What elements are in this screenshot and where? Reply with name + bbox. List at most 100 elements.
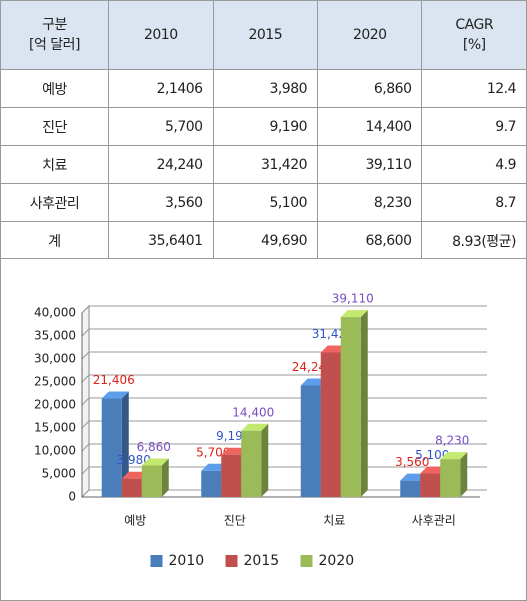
bar [440,459,461,497]
cell: 6,860 [317,69,423,108]
y-tick-label: 10,000 [34,444,76,458]
cell: 8,230 [317,183,423,222]
header-text: 구분 [42,17,67,33]
cell: 3,560 [108,183,214,222]
bar-side [261,423,269,497]
table-row: 진단 5,700 9,190 14,400 9.7 [0,107,527,146]
bar [300,385,321,497]
legend-swatch [150,555,163,567]
bar [320,352,341,497]
table-row: 계 35,6401 49,690 68,600 8.93(평균) [0,221,527,260]
bar [121,478,142,497]
legend-swatch [300,555,313,567]
grid-line-depth [81,489,90,498]
cell: 24,240 [108,145,214,184]
header-cell: CAGR [%] [421,0,527,70]
grid-line-depth [81,351,90,360]
y-tick-label: 30,000 [34,352,76,366]
table-row: 사후관리 3,560 5,100 8,230 8.7 [0,183,527,222]
row-label: 치료 [0,145,109,184]
row-label: 진단 [0,107,109,146]
cell: 4.9 [421,145,527,184]
bar-side [161,458,169,497]
cell: 68,600 [317,221,423,260]
header-cell: 2010 [108,0,214,70]
value-label: 6,860 [137,440,171,454]
grid-line-depth [81,305,90,314]
header-text: [억 달러] [28,37,81,53]
value-label: 14,400 [232,405,274,419]
bar-top [101,391,129,399]
header-cell: 2015 [212,0,319,70]
grid-line-depth [81,443,90,452]
y-tick-label: 20,000 [34,398,76,412]
grid-line-depth [81,466,90,475]
bar [241,430,262,497]
chart: 0 5,000 10,000 15,000 20,000 25,000 30,000 35,0… [0,258,527,601]
bar-side [460,452,468,497]
cell: 8.7 [421,183,527,222]
header-cell: 2020 [317,0,423,70]
row-label: 계 [0,221,109,260]
bar [141,465,162,497]
value-label: 3,560 [395,455,429,469]
table-row: 예방 2,1406 3,980 6,860 12.4 [0,69,527,108]
bar-top [241,423,269,431]
header-row: 구분 [억 달러] 2010 2015 2020 CAGR [%] [0,0,527,70]
row-label: 사후관리 [0,183,109,222]
cell: 31,420 [212,145,319,184]
value-label: 39,110 [332,292,374,306]
header-cell: 구분 [억 달러] [0,0,109,70]
y-tick-label: 40,000 [34,306,76,320]
legend-label: 2010 [169,553,205,569]
cell: 35,6401 [108,221,214,260]
bar [340,317,361,497]
bar-top [340,310,368,318]
cell: 5,700 [108,107,214,146]
row-label: 예방 [0,69,109,108]
value-label: 3,980 [117,453,151,467]
x-tick-label: 치료 [323,514,345,528]
cell: 14,400 [317,107,423,146]
value-label: 21,406 [93,373,135,387]
cell: 49,690 [212,221,319,260]
bar [101,398,122,497]
value-label: 8,230 [435,434,469,448]
x-tick-label: 진단 [224,514,246,528]
grid-line-depth [81,328,90,337]
y-tick-label: 35,000 [34,329,76,343]
bar [400,480,421,497]
cell: 39,110 [317,145,423,184]
x-tick-label: 예방 [124,514,146,528]
x-tick-label: 사후관리 [412,514,456,528]
bar-side [360,310,368,497]
grid-line-depth [81,374,90,383]
legend-label: 2020 [319,553,355,569]
y-tick-label: 5,000 [42,467,76,481]
y-tick-label: 25,000 [34,375,76,389]
cell: 5,100 [212,183,319,222]
bar-top [141,458,169,466]
y-tick-label: 0 [68,490,76,504]
bar [201,470,222,497]
value-label: 5,100 [415,448,449,462]
bar-side [121,391,129,497]
data-table: 구분 [억 달러] 2010 2015 2020 CAGR [%] 예방 2,1406 3,980… [0,0,527,260]
cell: 9.7 [421,107,527,146]
grid-line-depth [81,420,90,429]
bar [420,473,441,497]
legend-label: 2015 [244,553,280,569]
bar [221,454,242,497]
cell: 8.93(평균) [421,221,527,260]
cell: 3,980 [212,69,319,108]
cell: 9,190 [212,107,319,146]
table-row: 치료 24,240 31,420 39,110 4.9 [0,145,527,184]
cell: 2,1406 [108,69,214,108]
header-text: CAGR [455,17,494,33]
header-text: [%] [462,37,486,53]
grid-line-depth [81,397,90,406]
bar-top [440,452,468,460]
y-tick-label: 15,000 [34,421,76,435]
legend-swatch [225,555,238,567]
